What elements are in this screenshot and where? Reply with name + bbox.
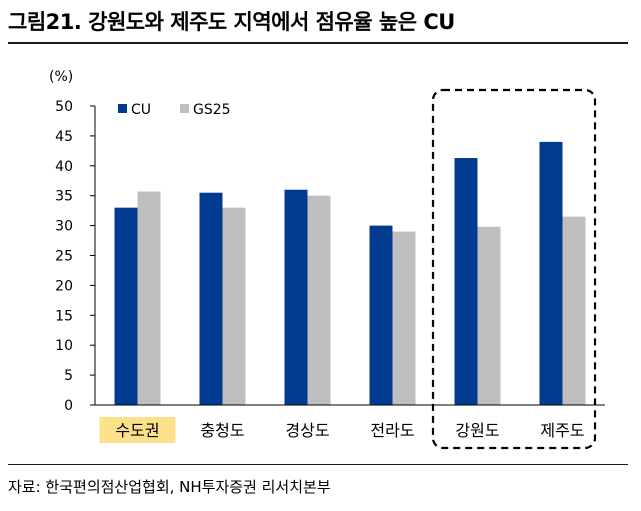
bar-gs25-3	[392, 231, 416, 405]
y-tick-label: 10	[55, 338, 73, 354]
y-tick-label: 25	[55, 249, 73, 265]
bar-gs25-5	[562, 216, 586, 405]
bars	[114, 141, 586, 405]
legend: CU GS25	[118, 102, 231, 118]
x-axis-categories: 수도권 충청도 경상도 전라도 강원도 제주도	[99, 417, 585, 443]
bar-cu-2	[284, 189, 308, 405]
category-highlight	[99, 417, 176, 443]
highlight-dashed-box	[431, 88, 597, 450]
bar-cu-1	[199, 192, 223, 405]
bar-cu-0	[114, 207, 138, 405]
y-tick-label: 45	[55, 129, 73, 145]
category-label: 강원도	[455, 421, 499, 440]
bar-cu-4	[454, 158, 478, 405]
y-tick-label: 40	[55, 159, 73, 175]
bar-cu-5	[539, 141, 563, 405]
bar-gs25-2	[307, 195, 331, 405]
legend-label-cu: CU	[131, 102, 151, 118]
bar-cu-3	[369, 225, 393, 405]
y-tick-label: 0	[64, 398, 73, 414]
category-label: 충청도	[200, 421, 244, 440]
y-tick-label: 50	[55, 99, 73, 115]
source-note: 자료: 한국편의점산업협회, NH투자증권 리서치본부	[8, 478, 331, 496]
category-label: 전라도	[370, 421, 414, 440]
category-label: 제주도	[540, 421, 584, 440]
category-label: 경상도	[285, 421, 329, 440]
bar-gs25-0	[137, 191, 161, 405]
source-divider	[8, 464, 628, 465]
y-tick-label: 30	[55, 219, 73, 235]
y-axis: 0 5 10 15 20 25 30 35 40 45 50	[55, 99, 96, 414]
bar-chart: 0 5 10 15 20 25 30 35 40 45 50 (%) 수도권 충청도 경상도 전라도 강원도…	[49, 69, 605, 450]
legend-label-gs25: GS25	[193, 102, 231, 118]
y-axis-unit-label: (%)	[49, 69, 73, 85]
legend-swatch-gs25	[180, 104, 189, 113]
bar-gs25-4	[477, 226, 501, 405]
y-tick-label: 15	[55, 308, 73, 324]
legend-swatch-cu	[118, 104, 127, 113]
bar-gs25-1	[222, 207, 246, 405]
y-tick-label: 5	[64, 368, 73, 384]
category-label: 수도권	[115, 421, 159, 440]
title-underline	[8, 42, 628, 44]
figure-title: 그림21. 강원도와 제주도 지역에서 점유율 높은 CU	[8, 10, 455, 34]
y-tick-label: 35	[55, 189, 73, 205]
y-tick-label: 20	[55, 278, 73, 294]
